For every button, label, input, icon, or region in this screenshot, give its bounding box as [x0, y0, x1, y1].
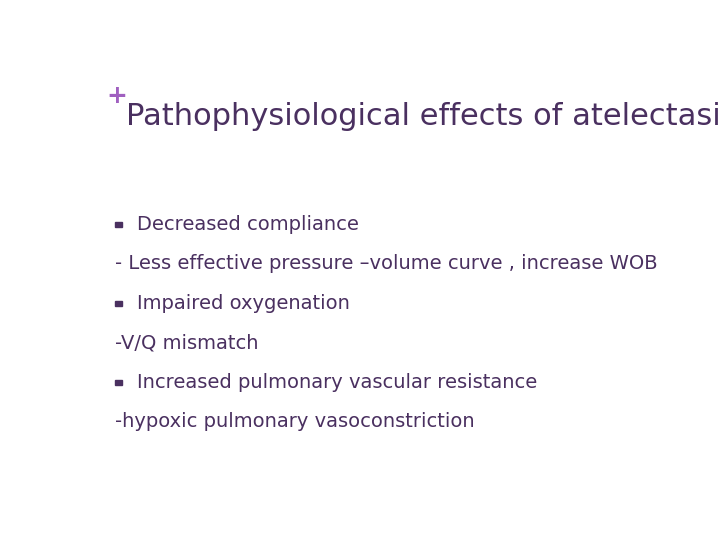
Text: Decreased compliance: Decreased compliance	[138, 215, 359, 234]
Text: - Less effective pressure –volume curve , increase WOB: - Less effective pressure –volume curve …	[115, 254, 658, 273]
Bar	[115, 380, 122, 386]
Text: Impaired oxygenation: Impaired oxygenation	[138, 294, 351, 313]
Bar	[115, 301, 122, 306]
Text: +: +	[107, 84, 127, 107]
Text: -hypoxic pulmonary vasoconstriction: -hypoxic pulmonary vasoconstriction	[115, 413, 474, 431]
Bar	[115, 222, 122, 227]
Text: Increased pulmonary vascular resistance: Increased pulmonary vascular resistance	[138, 373, 538, 392]
Text: Pathophysiological effects of atelectasis: Pathophysiological effects of atelectasi…	[126, 102, 720, 131]
Text: -V/Q mismatch: -V/Q mismatch	[115, 334, 258, 353]
